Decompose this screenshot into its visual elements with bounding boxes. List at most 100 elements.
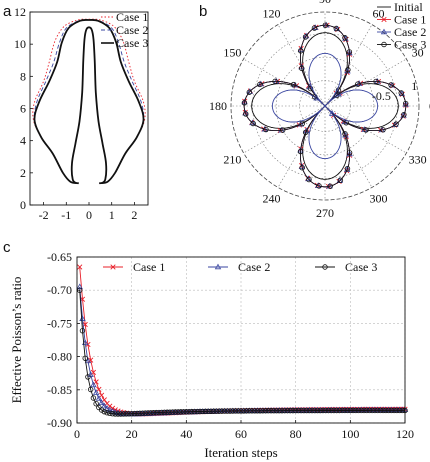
a-legend-label: Case 3 [116,36,148,50]
c-series-marker [87,371,94,377]
b-series-marker [333,25,339,32]
b-series-marker [306,176,312,183]
b-legend-marker [381,16,387,23]
b-series-marker [302,34,309,40]
b-angle-label: 180 [209,99,227,113]
b-series-marker [299,165,305,171]
b-angle-label: 210 [223,153,241,167]
b-series-marker [373,78,379,85]
b-legend-label: Initial [394,0,423,14]
b-series-marker [342,131,348,137]
a-ytick-label: 0 [20,198,26,212]
c-series-marker [90,395,97,401]
b-series-marker [393,121,399,127]
panel-c-xlabel: Iteration steps [204,445,277,460]
a-series-line [33,19,145,185]
b-series-marker [299,65,305,72]
c-legend-label: Case 2 [238,260,270,274]
c-series-marker [101,408,108,415]
b-series-marker [290,81,297,88]
c-ytick-label: -0.90 [47,416,72,430]
b-series-marker [307,85,314,92]
panel-c-ylabel: Effective Poisson’s ratio [9,277,24,404]
b-series-marker [342,35,348,41]
panel-c-grid [76,256,406,424]
b-series-marker [344,165,351,172]
c-series-marker [92,389,100,395]
b-series-marker [311,25,318,31]
b-series-marker [398,90,404,96]
b-series-marker [402,100,409,107]
c-ytick-label: -0.80 [47,350,72,364]
c-xtick-label: 100 [341,427,359,441]
b-series-marker [355,81,361,87]
b-series-marker [241,100,248,106]
c-series-marker [87,386,94,393]
b-series-marker [388,82,394,88]
a-xtick-label: 0 [86,208,92,222]
b-series-marker [337,177,344,183]
panel-c-lines [76,264,409,417]
panel-b-lines [241,21,409,190]
panel-b-angle-labels: 0306090120150180210240270300330-0.51 [209,0,430,220]
b-series-marker [401,111,407,118]
b-angle-label: 330 [409,153,427,167]
a-legend-label: Case 2 [116,23,148,37]
b-series-marker [298,48,304,54]
b-legend-label: Case 1 [394,13,426,27]
b-series-marker [316,183,322,189]
b-series-marker [346,150,353,156]
a-xtick-label: 2 [131,208,137,222]
b-series-marker [250,120,256,127]
b-legend-marker [380,28,388,35]
b-series-marker [280,127,286,133]
c-series-marker [104,410,110,416]
b-grid-ring [252,33,398,179]
c-series-line [79,286,405,415]
b-angle-label: 270 [316,206,334,220]
b-series-marker [327,183,333,189]
b-series-line [251,32,399,180]
c-ytick-label: -0.70 [47,283,72,297]
panel-c-legend: Case 1 Case 2 Case 3 [103,260,377,274]
c-xtick-label: 120 [396,427,414,441]
b-series-marker [345,67,351,73]
a-legend-label: Case 1 [116,10,148,24]
panel-label-b: b [199,3,207,20]
a-ytick-label: 2 [20,166,26,180]
c-legend-marker [322,264,328,270]
c-series-marker [101,402,108,409]
b-series-marker [343,166,351,172]
panel-label-c: c [3,239,11,256]
c-series-line [79,290,405,415]
c-ytick-label: -0.75 [47,316,72,330]
b-series-marker [380,127,386,133]
a-ytick-label: 12 [14,5,26,19]
b-series-marker [299,120,305,127]
a-ytick-label: 8 [20,69,26,83]
c-xtick-label: 20 [126,427,138,441]
b-angle-label: 120 [263,6,281,20]
a-inner-curve [70,26,108,185]
b-series-marker [322,22,329,28]
b-grid-ring [275,56,375,156]
b-series-marker [297,148,304,155]
b-series-marker [334,92,340,99]
b-legend-marker [381,41,387,48]
b-angle-label: 240 [263,192,281,206]
c-xtick-label: 80 [290,427,302,441]
c-legend-label: Case 3 [345,260,377,274]
a-ytick-label: 10 [14,37,26,51]
b-legend-label: Case 3 [394,38,426,52]
panel-a-lines [32,18,146,185]
c-legend-label: Case 1 [133,260,165,274]
c-series-marker [98,407,105,413]
b-angle-label: 60 [373,6,385,20]
c-series-marker [77,264,83,270]
b-legend-label: Case 2 [394,25,426,39]
b-series-marker [272,78,278,85]
